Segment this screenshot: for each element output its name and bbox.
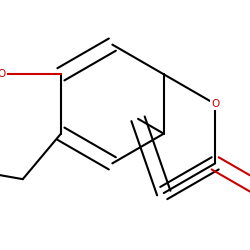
Text: O: O [211,99,219,109]
Text: O: O [0,69,6,79]
